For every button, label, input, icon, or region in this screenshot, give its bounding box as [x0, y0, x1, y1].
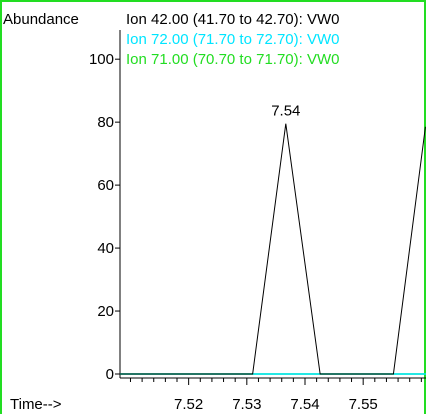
axis-ticks: 0 20 40 60 80 100 7.52 7.53 7.54 7.55 [89, 51, 422, 413]
legend-entry-1: Ion 42.00 (41.70 to 42.70): VW0 [126, 11, 339, 28]
y-tick-label: 40 [97, 240, 114, 257]
y-axis-label: Abundance [3, 11, 79, 28]
y-tick-label: 60 [97, 177, 114, 194]
x-tick-label: 7.53 [232, 396, 261, 413]
legend: Ion 42.00 (41.70 to 42.70): VW0 Ion 72.00… [126, 11, 339, 68]
x-tick-label: 7.54 [290, 396, 319, 413]
y-tick-label: 20 [97, 303, 114, 320]
x-axis-label: Time--> [10, 396, 62, 413]
x-tick-label: 7.52 [174, 396, 203, 413]
legend-entry-3: Ion 71.00 (70.70 to 71.70): VW0 [126, 51, 339, 68]
peak-annotations: 7.54 [271, 103, 300, 120]
y-tick-label: 0 [106, 366, 114, 383]
y-tick-label: 100 [89, 51, 114, 68]
legend-entry-2: Ion 72.00 (71.70 to 72.70): VW0 [126, 31, 339, 48]
series-line-1 [120, 123, 426, 375]
x-tick-label: 7.55 [349, 396, 378, 413]
y-tick-label: 80 [97, 114, 114, 131]
peak-label: 7.54 [271, 103, 300, 120]
series-lines [120, 123, 426, 375]
